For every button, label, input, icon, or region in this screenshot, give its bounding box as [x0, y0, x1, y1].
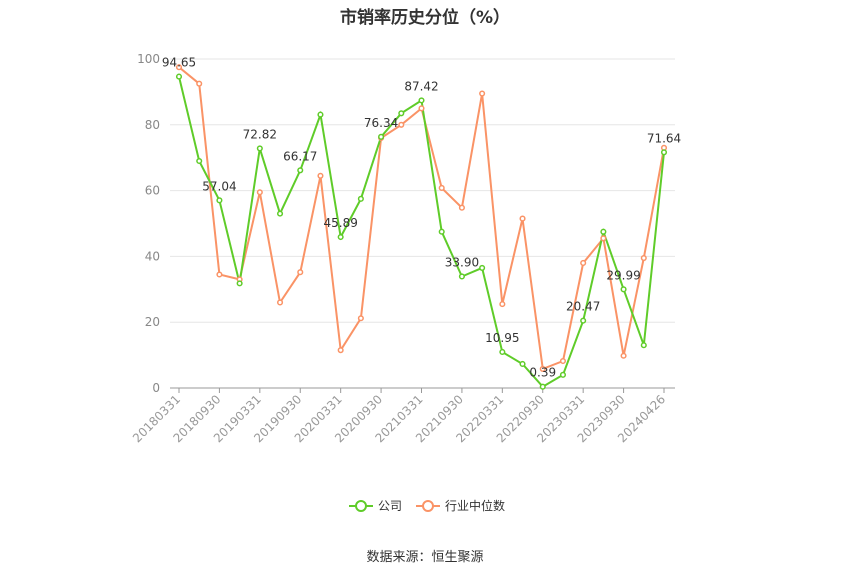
data-point-company [276, 210, 284, 217]
data-label: 94.65 [162, 56, 196, 70]
series-line-company [178, 76, 665, 388]
data-point-industry-median [559, 357, 567, 365]
data-label: 20.47 [566, 300, 600, 314]
y-tick-label: 20 [145, 315, 160, 329]
data-point-company [378, 133, 385, 140]
data-point-industry-median [499, 301, 506, 308]
data-point-company [297, 167, 304, 174]
legend-industry-median-marker [422, 500, 434, 512]
data-point-company [398, 110, 405, 117]
y-tick-label: 40 [145, 249, 160, 263]
data-labels: 94.65 57.04 72.82 66.17 45.89 76.34 87.42 33.90… [162, 56, 681, 380]
data-label: 66.17 [283, 149, 317, 163]
data-point-industry-median [175, 64, 183, 71]
data-point-company [580, 317, 587, 324]
series-line-industry-median [178, 66, 665, 371]
data-point-company [175, 73, 183, 80]
series-lines [178, 66, 665, 388]
data-label: 0.39 [529, 366, 556, 380]
data-point-company [458, 273, 465, 280]
data-point-industry-median [216, 271, 223, 278]
y-tick-label: 0 [152, 381, 160, 395]
data-label: 33.90 [445, 255, 479, 269]
data-label: 72.82 [243, 127, 277, 141]
y-tick-label: 80 [145, 118, 160, 132]
data-point-industry-median [539, 365, 546, 372]
data-point-company [337, 233, 344, 241]
data-point-company [559, 371, 567, 378]
legend: 公司 行业中位数 [349, 498, 505, 513]
data-label: 76.34 [364, 116, 398, 130]
data-point-company [620, 286, 627, 293]
data-point-industry-median [600, 235, 607, 242]
data-point-company [196, 157, 203, 165]
data-label: 71.64 [647, 131, 681, 145]
data-point-company [660, 149, 668, 156]
data-point-company [640, 342, 647, 349]
x-tick-labels: 2018033120180930201903312019093020200331… [130, 392, 668, 445]
data-point-industry-median [519, 215, 526, 222]
data-point-company [418, 97, 425, 104]
legend-company-marker [355, 500, 367, 512]
data-point-industry-median [398, 121, 405, 128]
series-points [175, 64, 668, 390]
data-label: 57.04 [202, 179, 236, 193]
data-label: 87.42 [404, 79, 438, 93]
data-point-company [438, 228, 445, 235]
axes [170, 387, 675, 393]
y-tick-label: 60 [145, 184, 160, 198]
data-point-industry-median [297, 269, 304, 276]
data-point-company [357, 195, 364, 202]
data-point-industry-median [196, 80, 203, 87]
y-tick-labels: 0 20 40 60 80 100 [137, 52, 160, 395]
data-label: 10.95 [485, 331, 519, 345]
data-point-company [256, 145, 263, 152]
data-point-company [600, 228, 607, 235]
data-point-industry-median [256, 189, 263, 196]
data-point-industry-median [479, 90, 486, 97]
data-point-company [539, 383, 546, 390]
data-point-industry-median [438, 184, 445, 192]
grid-lines [170, 58, 675, 323]
data-point-company [519, 360, 526, 368]
data-label: 29.99 [606, 268, 640, 282]
data-label: 45.89 [323, 216, 357, 230]
legend-industry-median-label: 行业中位数 [445, 498, 505, 513]
data-point-industry-median [580, 259, 587, 267]
data-point-industry-median [458, 204, 465, 211]
data-point-company [479, 264, 486, 271]
data-point-company [317, 111, 324, 118]
y-tick-label: 100 [137, 52, 160, 66]
data-point-industry-median [418, 105, 425, 112]
data-point-company [216, 197, 223, 204]
data-point-industry-median [620, 352, 627, 359]
data-source-note: 数据来源：恒生聚源 [366, 550, 484, 565]
legend-company-label: 公司 [378, 499, 402, 513]
data-point-industry-median [337, 347, 344, 354]
data-point-industry-median [357, 315, 364, 322]
data-point-industry-median [640, 254, 647, 262]
data-point-company [236, 280, 243, 287]
data-point-industry-median [317, 172, 324, 179]
chart-title: 市销率历史分位（%） [339, 8, 511, 28]
data-point-industry-median [276, 299, 284, 306]
data-point-company [499, 348, 506, 356]
